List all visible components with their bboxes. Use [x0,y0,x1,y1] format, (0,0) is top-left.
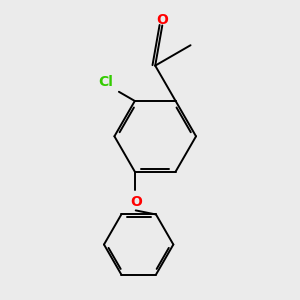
Text: O: O [130,195,142,209]
Text: O: O [156,13,168,27]
Text: Cl: Cl [99,75,113,89]
